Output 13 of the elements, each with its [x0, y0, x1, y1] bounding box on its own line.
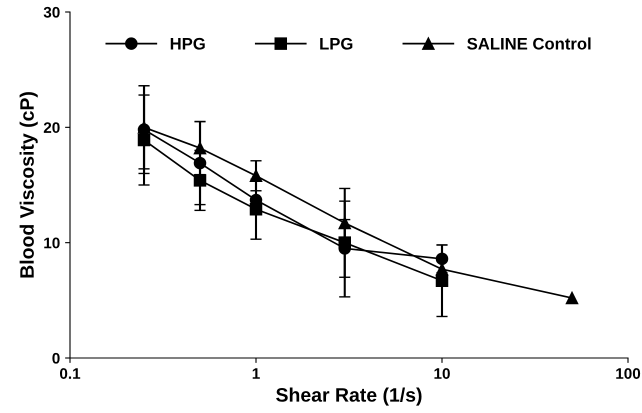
y-tick-label: 20	[44, 122, 60, 134]
y-tick-label: 30	[44, 6, 60, 18]
x-tick-label: 100	[616, 368, 640, 379]
legend-label: HPG	[170, 38, 205, 50]
x-tick-label: 10	[434, 368, 450, 379]
y-tick-label: 0	[52, 352, 60, 364]
x-tick-label: 0.1	[60, 368, 80, 379]
y-tick-label: 10	[44, 238, 60, 248]
y-axis-title: Blood Viscosity (cP)	[20, 92, 38, 278]
x-axis-title: Shear Rate (1/s)	[276, 388, 422, 406]
legend-label: LPG	[320, 38, 352, 50]
legend-label: SALINE Control	[467, 37, 591, 50]
x-tick-label: 1	[252, 368, 260, 379]
